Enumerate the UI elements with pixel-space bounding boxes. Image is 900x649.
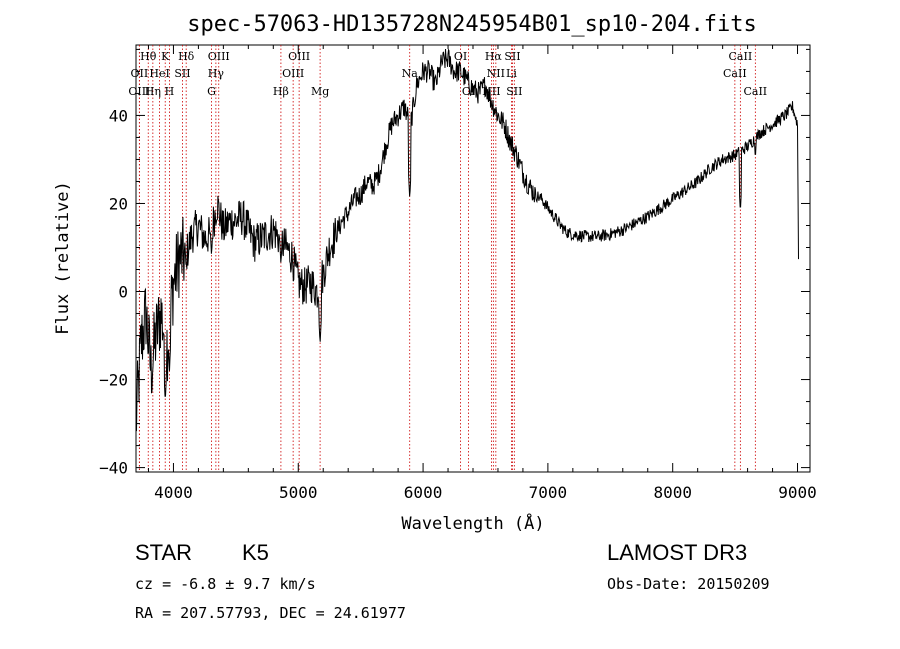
x-tick-label-4: 8000 [653, 483, 692, 502]
marker-label-3: K [161, 50, 170, 63]
marker-label-21: NII [487, 67, 505, 80]
marker-label-25: CaII [729, 50, 753, 63]
x-tick-label-1: 5000 [279, 483, 318, 502]
plot-frame [135, 44, 811, 473]
marker-label-14: Hβ [273, 85, 289, 98]
object-class: STAR [135, 540, 193, 565]
marker-label-5: Hη [145, 85, 161, 98]
marker-label-10: Hγ [208, 67, 225, 80]
marker-label-6: SII [174, 67, 190, 80]
x-tick-label-5: 9000 [778, 483, 817, 502]
spectrum-line [135, 48, 799, 432]
marker-label-11: G [207, 85, 216, 98]
marker-label-1: OII [131, 67, 149, 80]
marker-label-0: Hθ [140, 50, 157, 63]
x-tick-label-2: 6000 [404, 483, 443, 502]
marker-label-8: Hδ [178, 50, 195, 63]
marker-label-13: OIII [282, 67, 304, 80]
emission-line-labels: Hθ OII OIII K HeI Hη SII H Hδ OIII Hγ G OIII OIII Hβ Mg… [128, 50, 767, 98]
marker-label-16: Na [402, 67, 419, 80]
marker-label-9: OIII [208, 50, 230, 63]
x-tick-label-0: 4000 [154, 483, 193, 502]
x-axis-label: Wavelength (Å) [401, 512, 544, 534]
marker-label-20: SII [504, 50, 520, 63]
emission-line-markers [138, 45, 756, 472]
y-tick-label-1: −20 [99, 371, 128, 390]
marker-label-27: CaII [743, 85, 767, 98]
coordinates: RA = 207.57793, DEC = 24.61977 [135, 604, 406, 622]
marker-label-26: CaII [723, 67, 747, 80]
marker-label-7: H [165, 85, 175, 98]
survey-name: LAMOST DR3 [607, 540, 748, 565]
chart-title: spec-57063-HD135728N245954B01_sp10-204.f… [187, 12, 757, 37]
marker-label-17: OI [454, 50, 467, 63]
marker-label-22: Li [506, 67, 517, 80]
marker-label-2: OIII [128, 85, 150, 98]
object-subclass: K5 [242, 540, 269, 565]
marker-label-24: SII [506, 85, 522, 98]
axis-ticks: 4000 5000 6000 7000 8000 9000 −40 −20 0 20 40 [99, 45, 817, 502]
marker-label-19: Hα [485, 50, 503, 63]
marker-label-12: OIII [288, 50, 310, 63]
y-tick-label-2: 0 [118, 283, 128, 302]
y-axis-label: Flux (relative) [53, 181, 73, 335]
marker-label-4: HeI [149, 67, 169, 80]
x-tick-label-3: 7000 [529, 483, 568, 502]
marker-label-15: Mg [311, 85, 329, 98]
y-tick-label-3: 20 [109, 194, 128, 213]
observation-date: Obs-Date: 20150209 [607, 575, 770, 593]
redshift-cz: cz = -6.8 ± 9.7 km/s [135, 575, 316, 593]
y-tick-label-4: 40 [109, 106, 128, 125]
y-tick-label-0: −40 [99, 459, 128, 478]
